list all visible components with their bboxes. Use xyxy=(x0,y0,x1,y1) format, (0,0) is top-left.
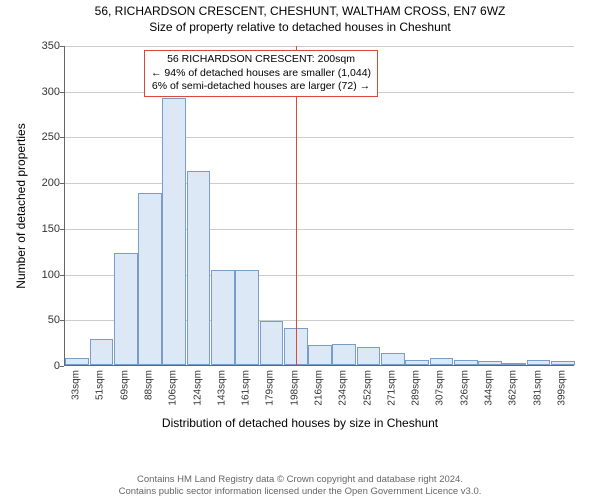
y-tick-mark xyxy=(60,92,64,93)
y-tick-label: 300 xyxy=(30,86,60,98)
histogram-bar xyxy=(235,270,259,365)
gridline xyxy=(65,137,574,138)
x-tick-label: 252sqm xyxy=(362,370,373,406)
x-tick-label: 271sqm xyxy=(386,370,397,406)
annotation-line: 6% of semi-detached houses are larger (7… xyxy=(151,80,371,94)
histogram-bar xyxy=(90,339,114,365)
page-title-line1: 56, RICHARDSON CRESCENT, CHESHUNT, WALTH… xyxy=(0,4,600,20)
x-tick-label: 33sqm xyxy=(71,370,82,400)
x-tick-label: 179sqm xyxy=(265,370,276,406)
histogram-bar xyxy=(65,358,89,365)
x-tick-label: 51sqm xyxy=(95,370,106,400)
y-tick-mark xyxy=(60,275,64,276)
y-tick-label: 50 xyxy=(30,314,60,326)
histogram-bar xyxy=(211,270,235,365)
y-tick-label: 150 xyxy=(30,223,60,235)
y-tick-label: 250 xyxy=(30,131,60,143)
histogram-bar xyxy=(114,253,138,365)
x-tick-label: 399sqm xyxy=(556,370,567,406)
x-tick-label: 198sqm xyxy=(289,370,300,406)
y-tick-mark xyxy=(60,137,64,138)
x-tick-label: 289sqm xyxy=(411,370,422,406)
histogram-bar xyxy=(187,171,211,365)
page-title-line2: Size of property relative to detached ho… xyxy=(0,20,600,36)
histogram-bar xyxy=(260,321,284,365)
x-tick-label: 326sqm xyxy=(459,370,470,406)
y-tick-mark xyxy=(60,366,64,367)
y-tick-label: 0 xyxy=(30,360,60,372)
histogram-bar xyxy=(162,98,186,365)
x-tick-label: 143sqm xyxy=(216,370,227,406)
histogram-bar xyxy=(454,360,478,365)
y-tick-label: 200 xyxy=(30,177,60,189)
annotation-box: 56 RICHARDSON CRESCENT: 200sqm← 94% of d… xyxy=(144,50,378,97)
histogram-bar xyxy=(332,344,356,365)
gridline xyxy=(65,183,574,184)
annotation-line: 56 RICHARDSON CRESCENT: 200sqm xyxy=(151,53,371,67)
y-tick-mark xyxy=(60,320,64,321)
histogram-bar xyxy=(502,363,526,365)
x-tick-label: 69sqm xyxy=(119,370,130,400)
x-tick-label: 88sqm xyxy=(144,370,155,400)
x-tick-label: 381sqm xyxy=(532,370,543,406)
y-tick-label: 350 xyxy=(30,40,60,52)
x-tick-label: 161sqm xyxy=(241,370,252,406)
x-axis-label: Distribution of detached houses by size … xyxy=(0,416,600,430)
histogram-bar xyxy=(405,360,429,365)
histogram-bar xyxy=(527,360,551,365)
footer-attribution: Contains HM Land Registry data © Crown c… xyxy=(0,474,600,498)
histogram-bar xyxy=(551,361,575,365)
y-tick-mark xyxy=(60,229,64,230)
gridline xyxy=(65,46,574,47)
footer-line2: Contains public sector information licen… xyxy=(0,486,600,498)
x-tick-label: 307sqm xyxy=(435,370,446,406)
footer-line1: Contains HM Land Registry data © Crown c… xyxy=(0,474,600,486)
histogram-bar xyxy=(357,347,381,365)
histogram-bar xyxy=(381,353,405,365)
x-tick-label: 216sqm xyxy=(314,370,325,406)
histogram-bar xyxy=(430,358,454,365)
y-tick-label: 100 xyxy=(30,269,60,281)
x-tick-label: 234sqm xyxy=(338,370,349,406)
y-tick-mark xyxy=(60,46,64,47)
histogram-bar xyxy=(478,361,502,365)
x-tick-label: 362sqm xyxy=(508,370,519,406)
histogram-chart: Number of detached properties Distributi… xyxy=(0,38,600,438)
x-tick-label: 124sqm xyxy=(192,370,203,406)
annotation-line: ← 94% of detached houses are smaller (1,… xyxy=(151,67,371,81)
histogram-bar xyxy=(308,345,332,365)
x-tick-label: 106sqm xyxy=(168,370,179,406)
y-tick-mark xyxy=(60,183,64,184)
histogram-bar xyxy=(138,193,162,365)
x-tick-label: 344sqm xyxy=(484,370,495,406)
